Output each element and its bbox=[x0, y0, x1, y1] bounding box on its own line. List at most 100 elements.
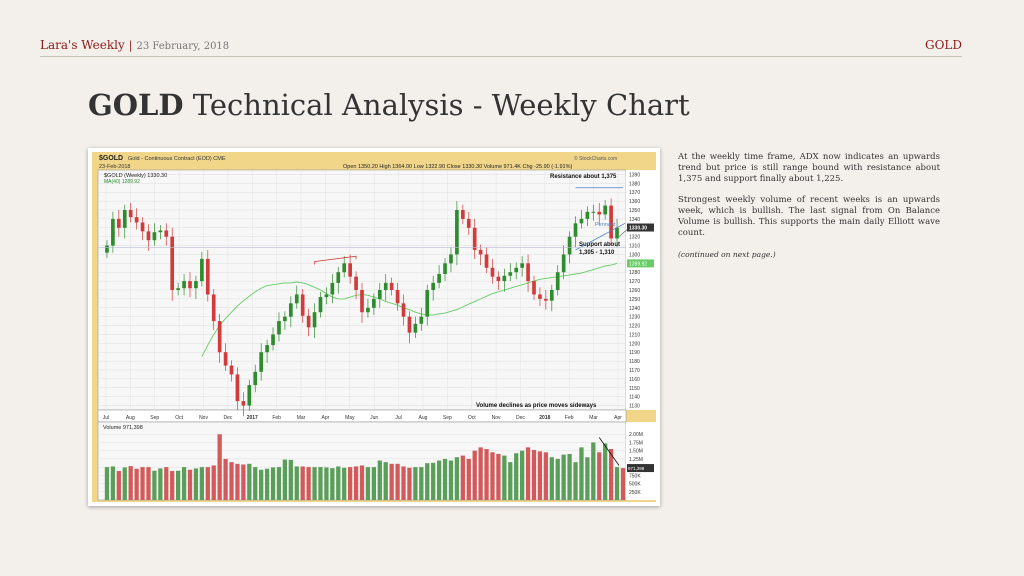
candle-body bbox=[573, 223, 578, 237]
price-tick-label: 1130 bbox=[629, 404, 640, 410]
candle-body bbox=[217, 321, 222, 353]
volume-bar bbox=[383, 462, 388, 500]
volume-bar bbox=[294, 466, 299, 500]
volume-bar bbox=[478, 447, 483, 500]
chart-symbol: $GOLD bbox=[99, 155, 123, 162]
candle-body bbox=[383, 282, 388, 290]
volume-decline-line bbox=[598, 437, 620, 466]
candle-body bbox=[490, 267, 495, 277]
candle-body bbox=[253, 371, 258, 386]
volume-bar bbox=[259, 469, 264, 500]
volume-bar bbox=[270, 467, 276, 500]
volume-bar bbox=[413, 467, 418, 500]
volume-bars-group bbox=[104, 434, 626, 500]
brand-name: Lara's Weekly bbox=[40, 38, 125, 52]
candle-body bbox=[401, 303, 406, 317]
title-rest: Technical Analysis - Weekly Chart bbox=[183, 88, 690, 122]
price-tick-label: 1360 bbox=[629, 199, 640, 205]
volume-bar bbox=[288, 459, 293, 500]
candle-body bbox=[413, 323, 418, 333]
candle-body bbox=[502, 275, 507, 282]
price-tick-label: 1180 bbox=[629, 359, 640, 365]
legend-price: $GOLD (Weekly) 1330.30 bbox=[104, 173, 167, 179]
volume-bar bbox=[603, 443, 608, 500]
volume-bar bbox=[336, 466, 341, 500]
candle-body bbox=[366, 307, 370, 313]
date-axis-ticks: Jul Aug Sep Oct Nov Dec 2017 Feb Mar Apr May Jun Jul… bbox=[103, 415, 622, 421]
volume-bar bbox=[549, 457, 554, 500]
candle-body bbox=[419, 316, 424, 324]
candle-body bbox=[170, 236, 175, 290]
candle-body bbox=[561, 254, 566, 273]
candle-body bbox=[223, 352, 228, 366]
candle-body bbox=[229, 365, 234, 375]
candle-body bbox=[360, 290, 364, 313]
volume-bar bbox=[365, 467, 371, 500]
volume-bar bbox=[436, 460, 442, 500]
volume-bar bbox=[205, 467, 210, 500]
volume-bar bbox=[543, 452, 548, 500]
price-tick-label: 1350 bbox=[629, 208, 640, 214]
volume-bar bbox=[324, 467, 329, 500]
volume-bar bbox=[122, 467, 127, 500]
volume-bar bbox=[448, 460, 454, 500]
candle-body bbox=[466, 218, 471, 228]
volume-bar bbox=[466, 458, 471, 500]
volume-tick-label: 750K bbox=[629, 473, 641, 479]
price-tick-label: 1280 bbox=[629, 270, 640, 276]
candle-body bbox=[389, 282, 394, 290]
candle-body bbox=[395, 290, 400, 304]
price-tick-label: 1310 bbox=[629, 244, 640, 250]
date-tick-label: Oct bbox=[468, 415, 476, 421]
candle-body bbox=[431, 282, 436, 290]
candle-body bbox=[277, 321, 281, 335]
volume-bar bbox=[442, 458, 448, 500]
candle-body bbox=[247, 385, 252, 406]
candle-body bbox=[300, 294, 305, 316]
volume-bar bbox=[484, 449, 489, 500]
candle-body bbox=[597, 211, 602, 215]
price-tick-label: 1210 bbox=[629, 332, 640, 338]
candle-body bbox=[122, 210, 127, 228]
candle-body bbox=[342, 263, 347, 273]
candle-body bbox=[211, 294, 216, 322]
date-tick-label: Apr bbox=[614, 415, 622, 421]
candle-body bbox=[294, 294, 299, 304]
date-tick-label: Nov bbox=[199, 415, 208, 421]
price-tick-label: 1340 bbox=[629, 217, 640, 223]
price-tick-label: 1170 bbox=[629, 368, 640, 374]
last-price-box bbox=[627, 223, 654, 232]
volume-tick-label: 500K bbox=[629, 482, 641, 488]
annotation-pennant: Pennant bbox=[595, 222, 616, 228]
price-tick-label: 1200 bbox=[629, 341, 640, 347]
candlestick-chart: 1390138013701360135013401330132013101300… bbox=[92, 152, 656, 502]
candle-body bbox=[478, 250, 483, 255]
candle-body bbox=[425, 290, 430, 317]
volume-bar bbox=[460, 455, 465, 500]
candle-body bbox=[449, 254, 453, 264]
date-tick-label: Feb bbox=[272, 415, 281, 421]
candle-body bbox=[200, 258, 204, 282]
volume-bar bbox=[490, 452, 495, 500]
header-date: 23 February, 2018 bbox=[136, 41, 230, 52]
volume-bar bbox=[104, 467, 110, 500]
date-tick-label: Dec bbox=[223, 415, 232, 421]
price-tick-label: 1190 bbox=[629, 350, 640, 356]
date-tick-label: Aug bbox=[126, 415, 135, 421]
volume-bar bbox=[425, 463, 430, 500]
candle-body bbox=[111, 218, 115, 246]
resistance-bracket bbox=[314, 255, 357, 265]
volume-bar bbox=[199, 467, 204, 500]
candle-body bbox=[354, 276, 358, 290]
candle-body bbox=[306, 315, 311, 328]
candle-body bbox=[443, 263, 447, 274]
chart-date: 23-Feb-2018 bbox=[99, 164, 131, 170]
candle-body bbox=[484, 254, 489, 268]
date-tick-label: Dec bbox=[516, 415, 525, 421]
volume-tick-label: 250K bbox=[629, 490, 641, 496]
volume-bar bbox=[567, 453, 572, 500]
date-tick-label: Sep bbox=[443, 415, 452, 421]
volume-bar bbox=[353, 466, 359, 500]
volume-bar bbox=[389, 463, 394, 500]
price-tick-label: 1220 bbox=[629, 324, 640, 330]
